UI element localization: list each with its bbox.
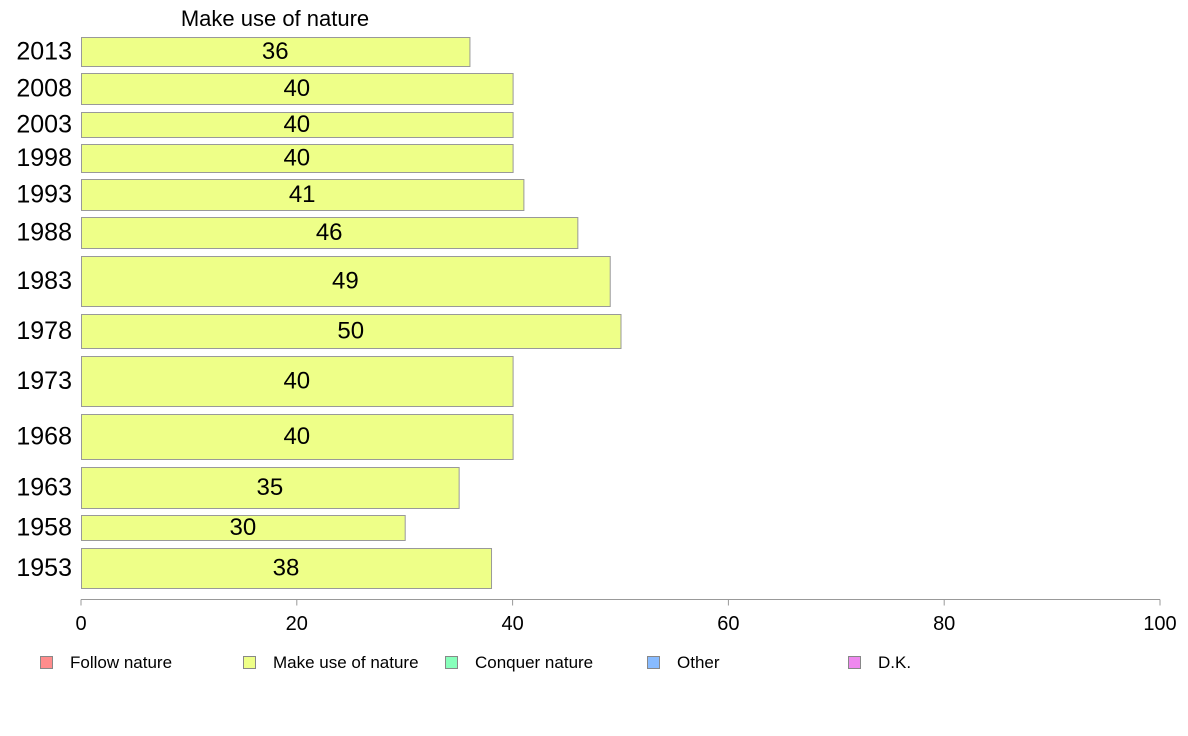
y-tick-label: 1968 (16, 423, 72, 451)
bar (81, 217, 579, 249)
bar (81, 256, 611, 307)
data-label: 40 (283, 368, 310, 395)
data-label: 40 (283, 145, 310, 172)
legend-swatch (445, 656, 458, 669)
x-tick-label: 20 (286, 613, 308, 635)
y-tick-label: 1963 (16, 474, 72, 502)
bar (81, 37, 471, 67)
x-tick-label: 40 (501, 613, 523, 635)
bar (81, 144, 514, 173)
data-label: 30 (229, 514, 256, 541)
y-tick-label: 1978 (16, 317, 72, 345)
x-tick-label: 60 (717, 613, 739, 635)
y-tick-label: 1958 (16, 514, 72, 542)
y-tick-label: 1973 (16, 367, 72, 395)
legend-label: D.K. (878, 653, 911, 672)
legend-swatch (243, 656, 256, 669)
legend-label: Conquer nature (475, 653, 593, 672)
data-label: 36 (262, 38, 289, 65)
y-tick-label: 1953 (16, 554, 72, 582)
x-tick-label: 0 (75, 613, 86, 635)
data-label: 49 (332, 268, 359, 295)
data-label: 41 (289, 181, 316, 208)
bar (81, 112, 514, 138)
y-tick-label: 1983 (16, 267, 72, 295)
y-tick-label: 1988 (16, 219, 72, 247)
y-tick-label: 2013 (16, 38, 72, 66)
data-label: 40 (283, 75, 310, 102)
legend-label: Other (677, 653, 720, 672)
y-tick-label: 1998 (16, 144, 72, 172)
panel-title: Make use of nature (181, 6, 369, 31)
data-label: 38 (273, 555, 300, 582)
bar (81, 179, 525, 211)
bar (81, 314, 622, 349)
legend-swatch (647, 656, 660, 669)
x-tick-label: 100 (1143, 613, 1176, 635)
x-axis: 0 20 40 60 80 100 (75, 599, 1177, 635)
data-label: 46 (316, 219, 343, 246)
bar (81, 548, 493, 589)
y-tick-label: 2008 (16, 75, 72, 103)
bar (81, 467, 460, 509)
legend-label: Make use of nature (273, 653, 419, 672)
bar (81, 515, 406, 541)
bar (81, 73, 514, 105)
legend-swatch (848, 656, 861, 669)
data-label: 40 (283, 423, 310, 450)
bars-group: 2013 36 2008 40 2003 40 1998 40 1993 41 1988 46 1983… (16, 37, 622, 589)
y-tick-label: 1993 (16, 181, 72, 209)
data-label: 35 (256, 474, 283, 501)
legend: Follow nature Make use of nature Conquer n… (40, 653, 911, 672)
legend-swatch (40, 656, 53, 669)
legend-label: Follow nature (70, 653, 172, 672)
y-tick-label: 2003 (16, 111, 72, 139)
bar (81, 414, 514, 460)
bar (81, 356, 514, 407)
data-label: 50 (337, 318, 364, 345)
x-tick-label: 80 (933, 613, 955, 635)
data-label: 40 (283, 111, 310, 138)
